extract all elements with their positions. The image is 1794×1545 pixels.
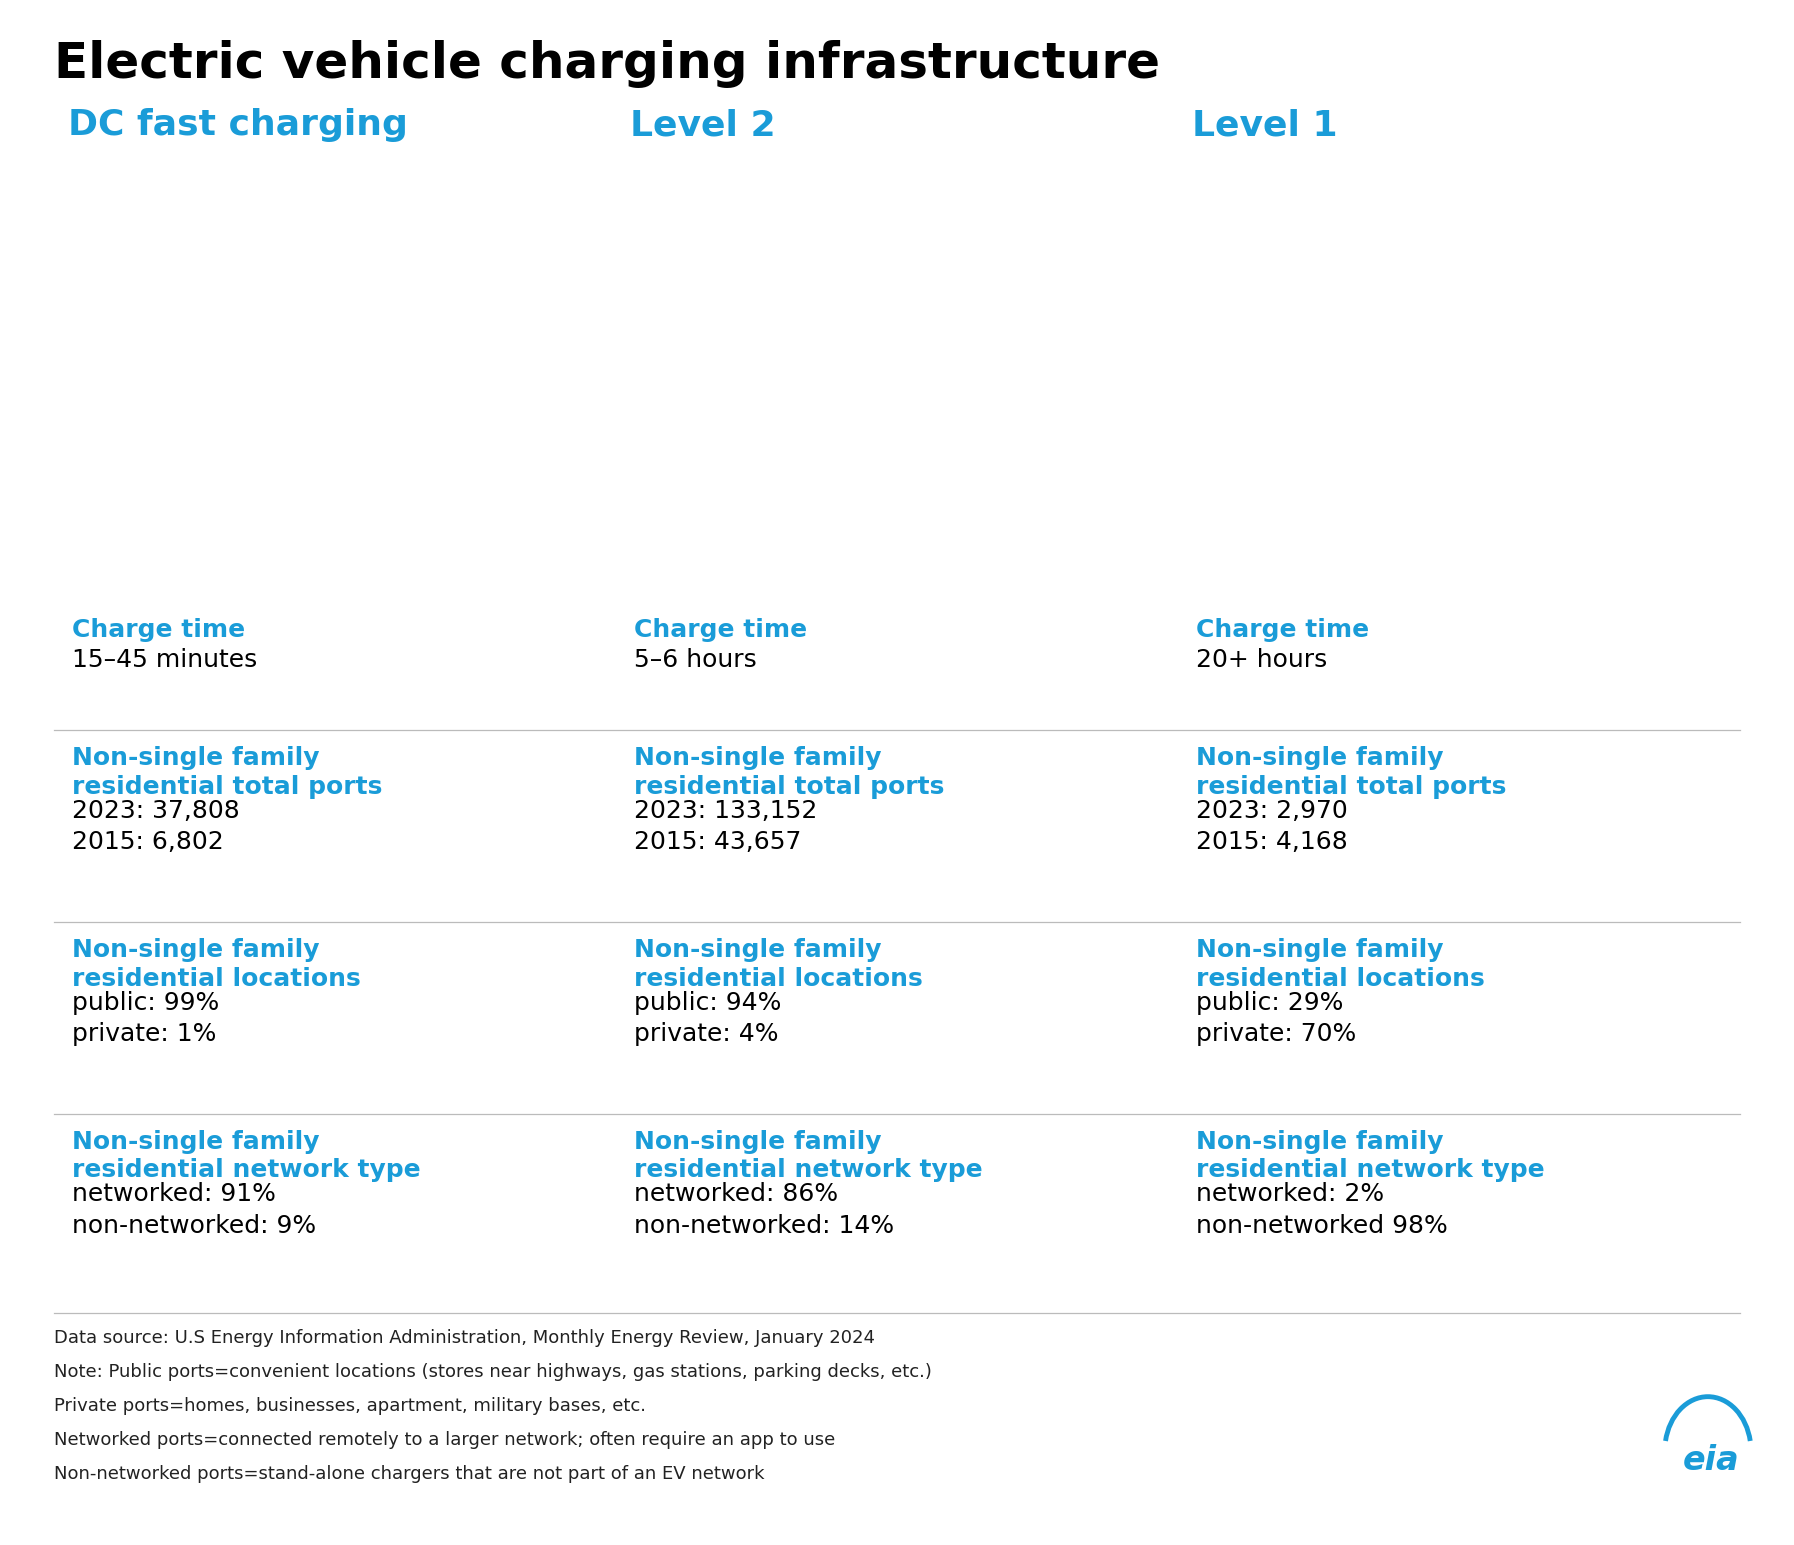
Text: Electric vehicle charging infrastructure: Electric vehicle charging infrastructure	[54, 40, 1159, 88]
Text: 2023: 37,808
2015: 6,802: 2023: 37,808 2015: 6,802	[72, 799, 240, 854]
Text: Non-single family
residential locations: Non-single family residential locations	[633, 938, 922, 990]
Text: Level 2
charging illustration: Level 2 charging illustration	[798, 371, 992, 413]
Text: 2023: 2,970
2015: 4,168: 2023: 2,970 2015: 4,168	[1197, 799, 1347, 854]
Text: DC fast charging: DC fast charging	[68, 108, 407, 142]
Text: networked: 2%
non-networked 98%: networked: 2% non-networked 98%	[1197, 1182, 1448, 1238]
Text: Non-single family
residential total ports: Non-single family residential total port…	[1197, 746, 1507, 799]
Text: Non-single family
residential locations: Non-single family residential locations	[1197, 938, 1485, 990]
Text: Level 1
charging illustration: Level 1 charging illustration	[1360, 371, 1555, 413]
Text: 5–6 hours: 5–6 hours	[633, 649, 757, 672]
Text: Non-single family
residential locations: Non-single family residential locations	[72, 938, 361, 990]
Text: eia: eia	[1683, 1443, 1740, 1477]
Text: networked: 91%
non-networked: 9%: networked: 91% non-networked: 9%	[72, 1182, 316, 1238]
Text: DC fast charging
charging illustration: DC fast charging charging illustration	[235, 371, 431, 413]
Text: networked: 86%
non-networked: 14%: networked: 86% non-networked: 14%	[633, 1182, 893, 1238]
Text: Charge time: Charge time	[72, 618, 246, 643]
Text: public: 29%
private: 70%: public: 29% private: 70%	[1197, 990, 1356, 1046]
Text: Level 2: Level 2	[630, 108, 777, 142]
Text: Note: Public ports=convenient locations (stores near highways, gas stations, par: Note: Public ports=convenient locations …	[54, 1363, 931, 1381]
Text: Level 1: Level 1	[1193, 108, 1338, 142]
Text: Non-networked ports=stand-alone chargers that are not part of an EV network: Non-networked ports=stand-alone chargers…	[54, 1465, 764, 1483]
Text: 20+ hours: 20+ hours	[1197, 649, 1328, 672]
Text: Networked ports=connected remotely to a larger network; often require an app to : Networked ports=connected remotely to a …	[54, 1431, 834, 1449]
Text: Charge time: Charge time	[1197, 618, 1369, 643]
Text: Non-single family
residential total ports: Non-single family residential total port…	[72, 746, 382, 799]
Text: 2023: 133,152
2015: 43,657: 2023: 133,152 2015: 43,657	[633, 799, 818, 854]
Text: Non-single family
residential network type: Non-single family residential network ty…	[1197, 1129, 1545, 1182]
Text: Private ports=homes, businesses, apartment, military bases, etc.: Private ports=homes, businesses, apartme…	[54, 1397, 646, 1415]
Text: Non-single family
residential total ports: Non-single family residential total port…	[633, 746, 944, 799]
Text: Data source: U.S Energy Information Administration, Monthly Energy Review, Janua: Data source: U.S Energy Information Admi…	[54, 1329, 875, 1347]
Text: public: 99%
private: 1%: public: 99% private: 1%	[72, 990, 219, 1046]
Text: Non-single family
residential network type: Non-single family residential network ty…	[633, 1129, 983, 1182]
Text: 15–45 minutes: 15–45 minutes	[72, 649, 257, 672]
Text: public: 94%
private: 4%: public: 94% private: 4%	[633, 990, 780, 1046]
Text: Non-single family
residential network type: Non-single family residential network ty…	[72, 1129, 420, 1182]
Text: Charge time: Charge time	[633, 618, 807, 643]
